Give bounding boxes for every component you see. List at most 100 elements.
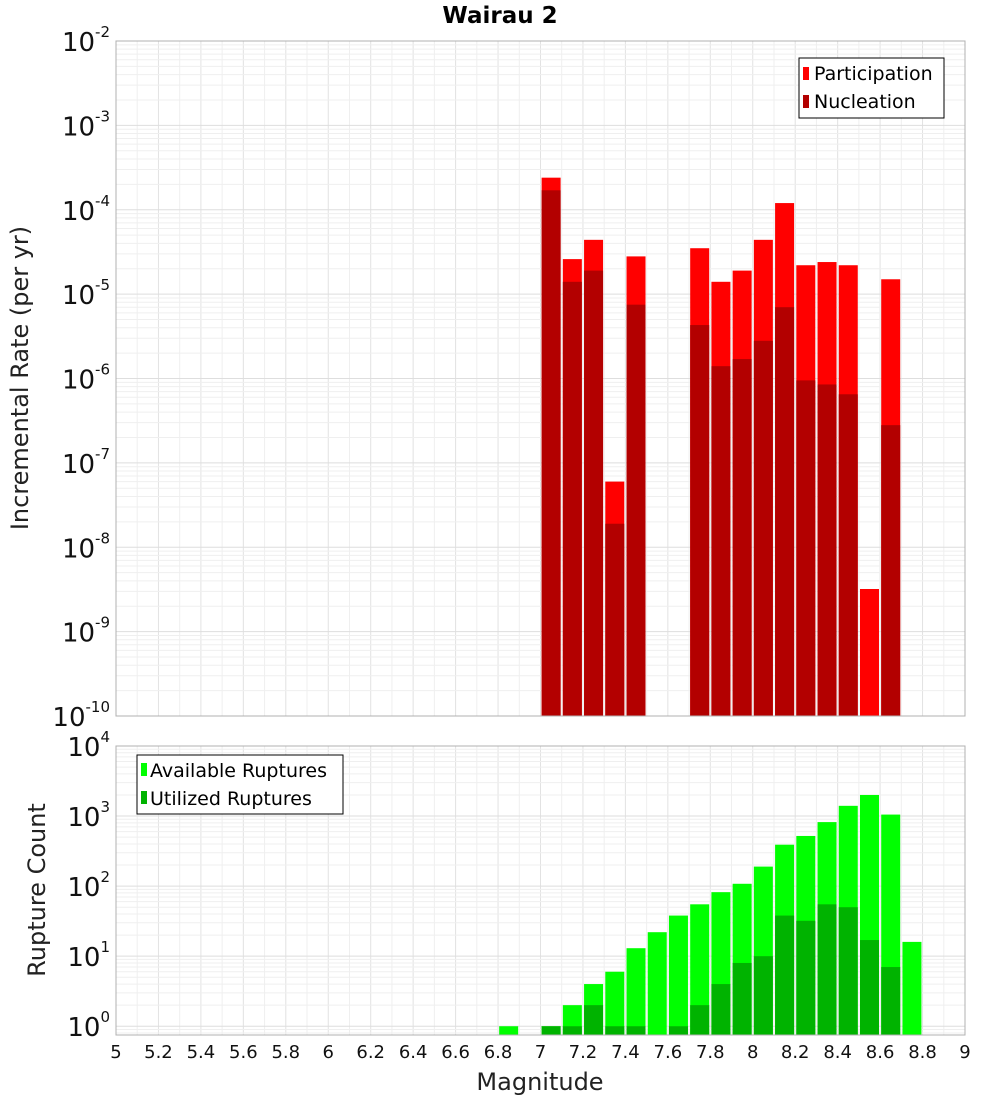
bar-nucleation <box>711 366 731 716</box>
y-tick-label: 10-6 <box>62 361 110 396</box>
bar-utilized-ruptures <box>541 1026 561 1035</box>
bar-nucleation <box>541 190 561 716</box>
bar-utilized-ruptures <box>859 940 879 1035</box>
x-tick-label: 5 <box>110 1042 121 1063</box>
top-legend: Participation Nucleation <box>798 57 945 119</box>
bar-utilized-ruptures <box>605 1026 625 1035</box>
legend-label-utilized: Utilized Ruptures <box>150 788 312 810</box>
bar-utilized-ruptures <box>796 920 816 1035</box>
x-tick-label: 7.4 <box>611 1042 640 1063</box>
bar-nucleation <box>690 325 710 716</box>
x-tick-label: 7.2 <box>569 1042 598 1063</box>
bar-utilized-ruptures <box>838 907 858 1035</box>
x-ticks: 5 5.2 5.4 5.6 5.8 6 6.2 6.4 6.6 6.8 7 7.2 7.4 7.6 7.8 8… <box>110 1042 970 1063</box>
x-tick-label: 6.4 <box>399 1042 428 1063</box>
top-grid <box>115 40 966 717</box>
bar-available-ruptures <box>605 971 625 1035</box>
y-tick-label: 102 <box>67 868 110 903</box>
y-tick-label: 103 <box>67 798 110 833</box>
bar-available-ruptures <box>647 932 667 1035</box>
x-tick-label: 8.2 <box>781 1042 810 1063</box>
y-tick-label: 100 <box>67 1008 110 1043</box>
bar-nucleation <box>817 384 837 716</box>
bar-nucleation <box>775 307 795 716</box>
bar-nucleation <box>753 340 773 716</box>
chart-title: Wairau 2 <box>442 3 557 29</box>
bottom-y-ticks: 100 101 102 103 104 <box>67 728 110 1043</box>
x-tick-label: 5.8 <box>271 1042 300 1063</box>
x-tick-label: 5.2 <box>144 1042 173 1063</box>
bar-utilized-ruptures <box>881 967 901 1035</box>
y-tick-label: 101 <box>67 938 110 973</box>
x-tick-label: 7 <box>535 1042 546 1063</box>
y-tick-label: 10-9 <box>62 614 110 649</box>
bar-available-ruptures <box>626 948 646 1035</box>
y-tick-label: 104 <box>67 728 110 763</box>
x-tick-label: 6.6 <box>441 1042 470 1063</box>
legend-label-available: Available Ruptures <box>150 760 327 782</box>
x-tick-label: 6.8 <box>484 1042 513 1063</box>
bar-available-ruptures <box>902 941 922 1035</box>
y-tick-label: 10-3 <box>62 107 110 142</box>
bar-utilized-ruptures <box>732 962 752 1035</box>
x-tick-label: 8 <box>747 1042 758 1063</box>
bottom-bars <box>499 794 922 1035</box>
y-tick-label: 10-5 <box>62 276 110 311</box>
x-tick-label: 5.4 <box>187 1042 216 1063</box>
top-plot-border <box>115 40 966 717</box>
legend-swatch-utilized <box>141 791 147 804</box>
x-tick-label: 8.6 <box>866 1042 895 1063</box>
y-tick-label: 10-4 <box>62 192 110 227</box>
bottom-plot-panel: 100 101 102 103 104 Rupture Count Available … <box>23 728 966 1043</box>
bottom-legend: Available Ruptures Utilized Ruptures <box>136 754 344 815</box>
legend-swatch-available <box>141 763 147 776</box>
bottom-plot-border <box>115 745 966 1036</box>
bar-utilized-ruptures <box>584 1005 604 1035</box>
bottom-legend-box <box>136 754 344 815</box>
bar-available-ruptures <box>499 1026 519 1035</box>
bar-utilized-ruptures <box>626 1026 646 1035</box>
x-tick-label: 8.4 <box>823 1042 852 1063</box>
y-tick-label: 10-7 <box>62 445 110 480</box>
bar-nucleation <box>732 359 752 716</box>
legend-label-nucleation: Nucleation <box>814 91 916 113</box>
bar-utilized-ruptures <box>668 1026 688 1035</box>
top-y-ticks: 10-10 10-9 10-8 10-7 10-6 10-5 10-4 10-3 10-2 <box>52 23 110 733</box>
bar-utilized-ruptures <box>711 984 731 1035</box>
bar-nucleation <box>584 270 604 716</box>
bar-utilized-ruptures <box>562 1026 582 1035</box>
bottom-y-axis-label: Rupture Count <box>23 803 51 977</box>
x-tick-label: 9 <box>959 1042 970 1063</box>
legend-label-participation: Participation <box>814 63 933 85</box>
bar-nucleation <box>796 380 816 716</box>
legend-swatch-nucleation <box>803 95 809 108</box>
top-legend-box <box>798 57 945 119</box>
legend-swatch-participation <box>803 67 809 80</box>
y-tick-label: 10-8 <box>62 529 110 564</box>
y-tick-label: 10-2 <box>62 23 110 58</box>
bar-nucleation <box>838 394 858 716</box>
bar-utilized-ruptures <box>817 904 837 1035</box>
bar-participation <box>859 589 879 716</box>
top-y-axis-label: Incremental Rate (per yr) <box>6 226 34 530</box>
x-tick-label: 7.6 <box>654 1042 683 1063</box>
y-tick-label: 10-10 <box>52 698 110 733</box>
bar-utilized-ruptures <box>753 956 773 1035</box>
x-tick-label: 6 <box>323 1042 334 1063</box>
bar-available-ruptures <box>668 915 688 1035</box>
x-tick-label: 7.8 <box>696 1042 725 1063</box>
x-tick-label: 5.6 <box>229 1042 258 1063</box>
x-tick-label: 8.8 <box>908 1042 937 1063</box>
bar-available-ruptures <box>690 904 710 1035</box>
bar-nucleation <box>562 281 582 716</box>
top-plot-panel: 10-10 10-9 10-8 10-7 10-6 10-5 10-4 10-3 10-2 In… <box>6 23 966 733</box>
bar-utilized-ruptures <box>775 915 795 1035</box>
top-bars <box>541 177 901 717</box>
bar-nucleation <box>626 304 646 716</box>
x-tick-label: 6.2 <box>356 1042 385 1063</box>
bar-nucleation <box>605 523 625 716</box>
bar-nucleation <box>881 425 901 716</box>
bar-utilized-ruptures <box>690 1005 710 1035</box>
x-axis-label: Magnitude <box>476 1068 603 1096</box>
